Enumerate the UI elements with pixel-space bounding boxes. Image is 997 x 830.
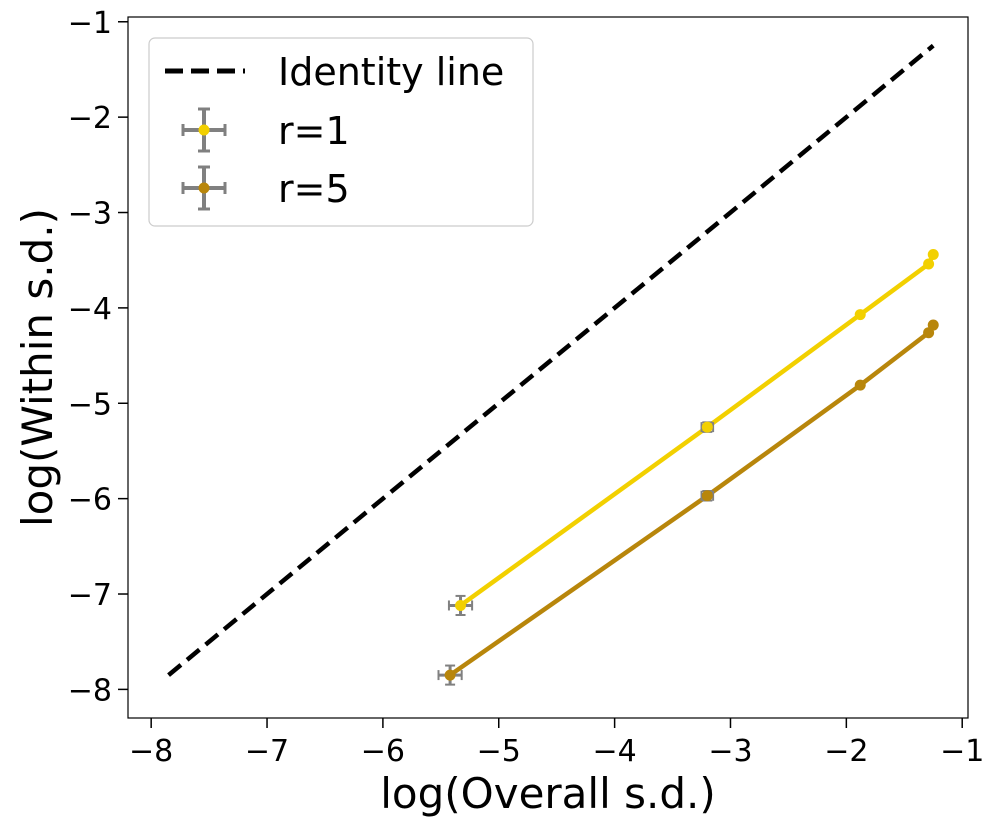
series-r=5-group (437, 319, 939, 686)
legend-r5-swatch (181, 165, 227, 211)
series-line (459, 253, 936, 608)
x-tick-label: −3 (708, 734, 752, 769)
y-tick-label: −1 (68, 6, 112, 41)
data-point (701, 421, 713, 433)
data-point (854, 309, 866, 321)
y-tick-label: −3 (68, 197, 112, 232)
series-line (448, 323, 936, 677)
identity-line (167, 43, 935, 677)
y-tick-label: −4 (68, 292, 112, 327)
y-axis-label: log(Within s.d.) (13, 208, 62, 527)
legend-marker (198, 182, 210, 194)
legend-identity-line-label: Identity line (278, 50, 504, 94)
axes-frame (127, 16, 969, 719)
legend-r1-label: r=1 (278, 109, 350, 153)
x-tick-label: −2 (824, 734, 868, 769)
y-tick-label: −8 (68, 673, 112, 708)
series-r=1-group (447, 248, 939, 616)
legend-marker (198, 124, 210, 136)
data-point (444, 669, 456, 681)
data-point (701, 490, 713, 502)
x-tick-label: −8 (129, 734, 173, 769)
plot-area (167, 43, 939, 686)
axis-ticks: −8 −7 −6 −5 −4 −3 −2 −1 −8 −7 −6 −5 −4 −3 −2 −1 (68, 6, 985, 769)
x-tick-label: −1 (940, 734, 984, 769)
y-tick-label: −5 (68, 387, 112, 422)
x-tick-label: −5 (477, 734, 521, 769)
y-tick-label: −6 (68, 483, 112, 518)
y-tick-label: −7 (68, 578, 112, 613)
y-tick-label: −2 (68, 101, 112, 136)
legend-r5-label: r=5 (278, 167, 350, 211)
data-point (854, 379, 866, 391)
data-point (923, 258, 935, 270)
data-point (927, 319, 939, 331)
legend-box (148, 37, 534, 227)
legend-r1-swatch (181, 107, 227, 153)
x-tick-label: −4 (593, 734, 637, 769)
data-point (455, 599, 467, 611)
legend: Identity line r=1 r=5 (148, 37, 534, 227)
x-tick-label: −6 (361, 734, 405, 769)
data-point (927, 248, 939, 260)
x-tick-label: −7 (245, 734, 289, 769)
x-axis-label: log(Overall s.d.) (380, 769, 716, 818)
